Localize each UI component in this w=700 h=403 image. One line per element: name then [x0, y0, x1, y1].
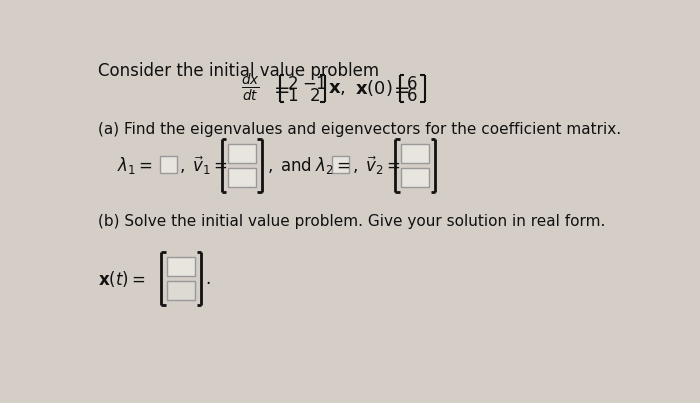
Bar — [401, 168, 429, 187]
Text: $.$: $.$ — [205, 270, 216, 289]
Bar — [228, 168, 256, 187]
Bar — [167, 281, 195, 300]
Text: $=$: $=$ — [270, 79, 290, 98]
Text: $6$: $6$ — [407, 87, 418, 105]
Text: $,\;\vec{v}_2 =$: $,\;\vec{v}_2 =$ — [352, 154, 400, 177]
Text: $\lambda_1 =$: $\lambda_1 =$ — [117, 155, 153, 176]
Bar — [160, 156, 176, 173]
Text: $=$: $=$ — [390, 79, 410, 98]
Text: $6$: $6$ — [407, 75, 418, 93]
Text: $\frac{dx}{dt}$: $\frac{dx}{dt}$ — [241, 73, 260, 104]
Text: $2$: $2$ — [309, 87, 320, 105]
Text: (b) Solve the initial value problem. Give your solution in real form.: (b) Solve the initial value problem. Giv… — [98, 214, 606, 229]
Bar — [228, 144, 256, 163]
Bar — [332, 156, 349, 173]
Text: $1$: $1$ — [287, 87, 298, 105]
Text: Consider the initial value problem: Consider the initial value problem — [98, 62, 379, 80]
Text: $,\;\text{and}\;\lambda_2 =$: $,\;\text{and}\;\lambda_2 =$ — [267, 155, 351, 176]
Text: $\mathbf{x}(t) =$: $\mathbf{x}(t) =$ — [98, 269, 146, 289]
Text: (a) Find the eigenvalues and eigenvectors for the coefficient matrix.: (a) Find the eigenvalues and eigenvector… — [98, 122, 622, 137]
Text: $-1$: $-1$ — [302, 75, 327, 93]
Bar — [167, 257, 195, 276]
Bar — [401, 144, 429, 163]
Text: $\mathbf{x}(0)$: $\mathbf{x}(0)$ — [355, 79, 393, 98]
Text: $2$: $2$ — [288, 75, 298, 93]
Text: $,\;\vec{v}_1 =$: $,\;\vec{v}_1 =$ — [179, 154, 228, 177]
Text: $\mathbf{x},$: $\mathbf{x},$ — [328, 79, 345, 98]
